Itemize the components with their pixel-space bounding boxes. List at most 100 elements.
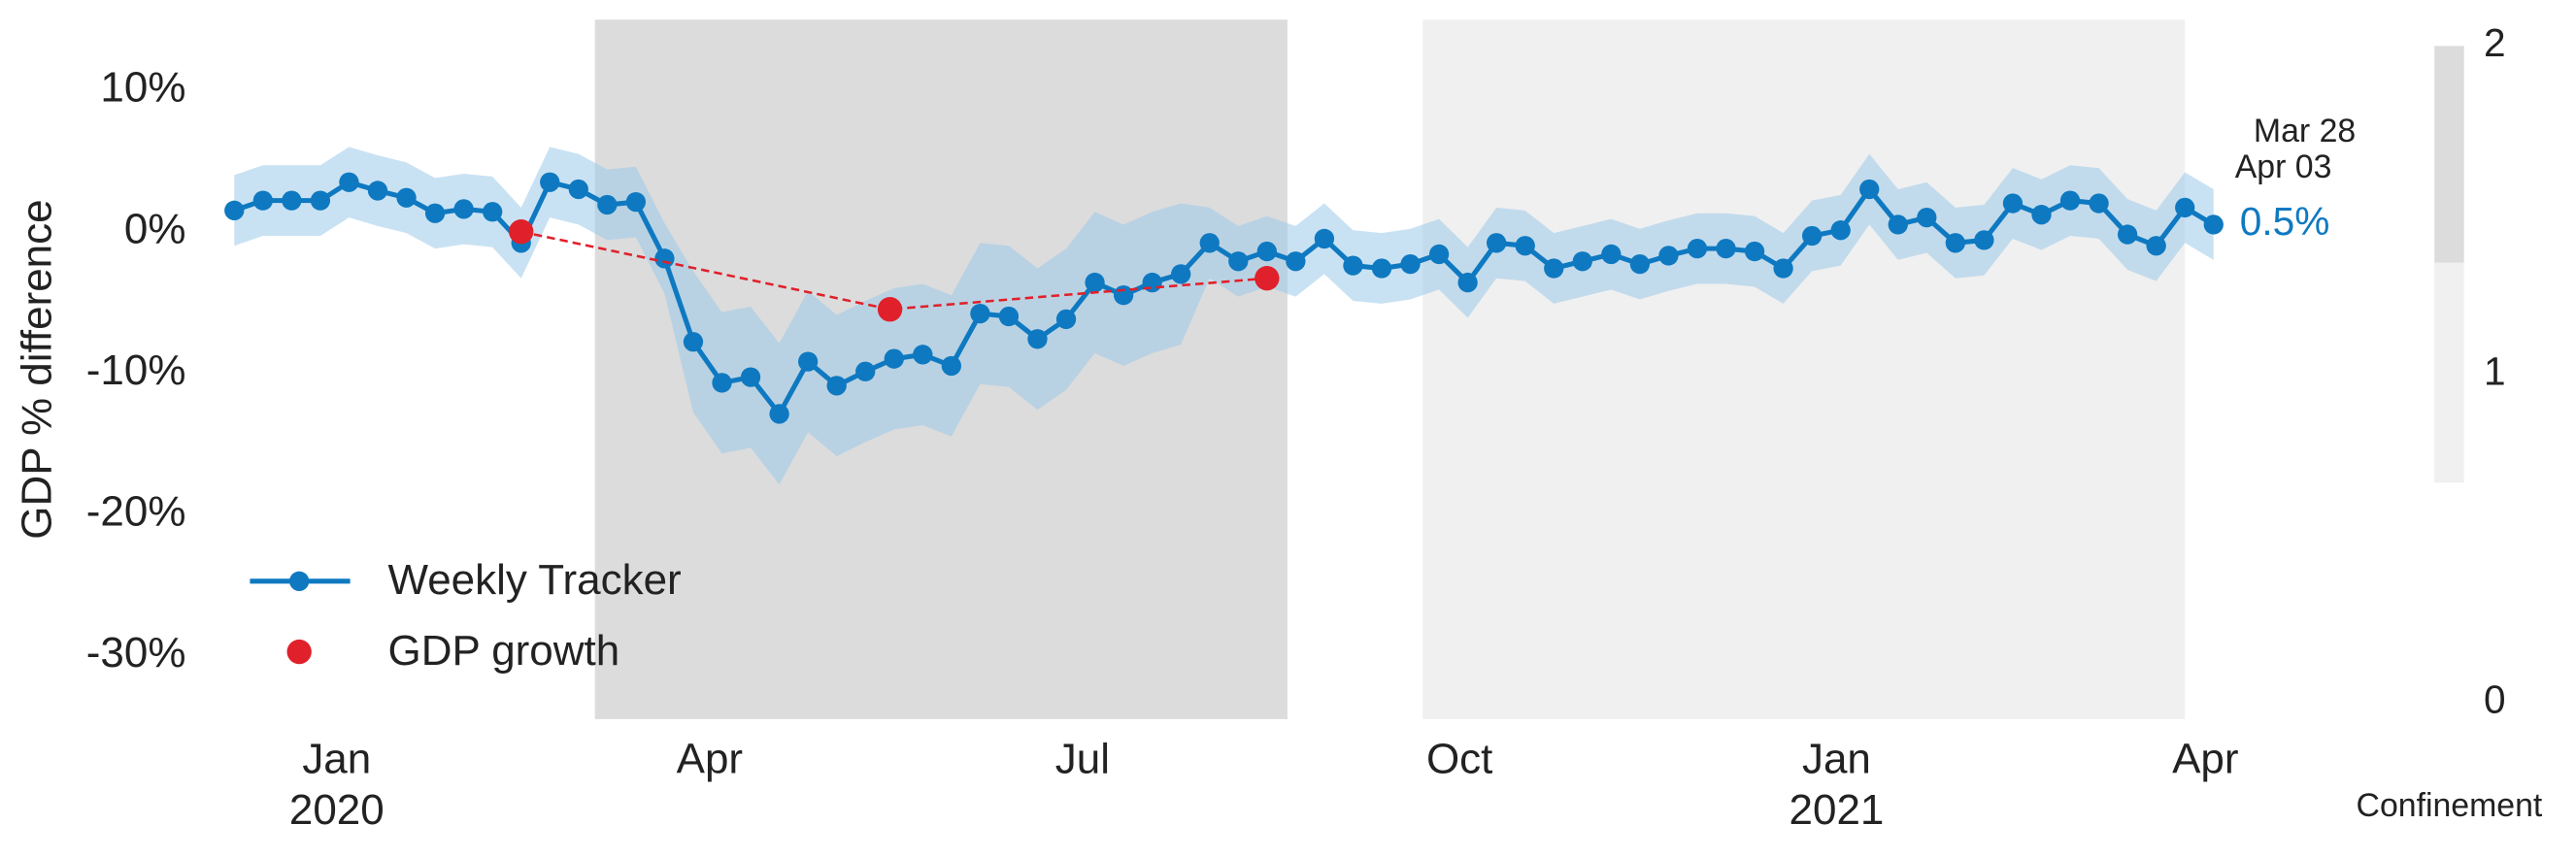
legend-marker xyxy=(289,571,310,591)
legend-label: GDP growth xyxy=(388,627,620,675)
tracker-point xyxy=(1716,238,1736,259)
tracker-point xyxy=(282,190,302,211)
tracker-point xyxy=(797,351,819,372)
tracker-point xyxy=(1343,255,1363,276)
x-tick-label: Apr xyxy=(2172,736,2238,783)
tracker-point xyxy=(453,199,474,219)
tracker-point xyxy=(2117,224,2138,245)
x-tick-label: Jan xyxy=(1802,736,1871,783)
tracker-point xyxy=(1773,258,1793,279)
tracker-point xyxy=(339,172,359,192)
x-tick-label: Jul xyxy=(1055,736,1110,783)
tracker-point xyxy=(1945,233,1966,253)
confidence-band xyxy=(234,147,2214,485)
colorbar-segment xyxy=(2434,46,2464,263)
tracker-point xyxy=(597,194,618,215)
colorbar-tick-label: 1 xyxy=(2484,348,2506,393)
tracker-point xyxy=(1544,258,1564,279)
x-tick-year: 2021 xyxy=(1790,786,1885,834)
tracker-point xyxy=(826,376,847,396)
tracker-point xyxy=(2203,214,2224,235)
tracker-point xyxy=(712,373,732,393)
tracker-point xyxy=(2002,193,2024,214)
gdp-point xyxy=(877,297,903,322)
tracker-point xyxy=(1515,236,1535,256)
tracker-point xyxy=(396,187,417,208)
gdp-line xyxy=(520,230,1267,312)
legend-marker xyxy=(286,639,312,665)
x-tick-label: Apr xyxy=(677,736,743,783)
tracker-point xyxy=(2031,205,2052,225)
tracker-point xyxy=(1687,238,1708,259)
tracker-point xyxy=(540,172,560,192)
x-tick-label: Jan xyxy=(302,736,371,783)
tracker-point xyxy=(2089,193,2109,214)
tracker-point xyxy=(2059,190,2081,211)
annotation: Mar 28 xyxy=(2254,113,2356,149)
tracker-point xyxy=(769,404,789,424)
tracker-point xyxy=(1228,251,1249,272)
tracker-point xyxy=(1027,329,1048,349)
confinement-period xyxy=(1422,19,2186,719)
tracker-point xyxy=(683,332,704,352)
tracker-point xyxy=(1974,230,1994,250)
y-tick-label: -10% xyxy=(86,346,186,394)
tracker-point xyxy=(1917,207,1937,228)
tracker-point xyxy=(224,200,245,220)
y-tick-label: 0% xyxy=(124,205,186,252)
y-tick-label: 10% xyxy=(100,64,185,112)
last-value-label: 0.5% xyxy=(2240,199,2330,244)
tracker-point xyxy=(2175,197,2195,218)
annotation: Apr 03 xyxy=(2235,148,2332,185)
tracker-point xyxy=(1400,253,1421,275)
tracker-point xyxy=(1859,179,1880,200)
tracker-point xyxy=(1457,272,1478,293)
y-axis-label: GDP % difference xyxy=(14,199,61,539)
tracker-point xyxy=(941,355,962,377)
tracker-point xyxy=(625,191,647,213)
tracker-point xyxy=(1199,233,1220,253)
tracker-point xyxy=(252,190,273,211)
colorbar-tick-label: 0 xyxy=(2484,677,2506,722)
tracker-point xyxy=(1744,241,1765,262)
tracker-point xyxy=(1428,244,1450,265)
tracker-point xyxy=(424,203,446,223)
tracker-point xyxy=(367,181,388,201)
tracker-point xyxy=(1487,233,1507,253)
tracker-point xyxy=(998,306,1020,327)
tracker-point xyxy=(2146,236,2166,256)
tracker-point xyxy=(568,179,588,200)
gdp-point xyxy=(509,218,534,245)
tracker-point xyxy=(1629,253,1651,275)
y-tick-label: -20% xyxy=(86,487,186,535)
tracker-point xyxy=(884,348,904,369)
gdp-point xyxy=(1255,266,1280,291)
tracker-line xyxy=(233,179,2216,419)
tracker-point xyxy=(1055,309,1077,330)
tracker-point xyxy=(970,303,990,324)
tracker-point xyxy=(1658,246,1679,266)
tracker-point xyxy=(1085,272,1105,293)
tracker-point xyxy=(1888,214,1908,235)
y-tick-label: -30% xyxy=(86,629,186,676)
tracker-point xyxy=(310,190,331,211)
tracker-point xyxy=(654,248,675,269)
tracker-point xyxy=(740,367,761,387)
tracker-point xyxy=(1171,264,1191,284)
tracker-point xyxy=(1830,220,1851,241)
colorbar-tick-label: 2 xyxy=(2484,20,2506,65)
tracker-point xyxy=(1256,241,1277,262)
tracker-point xyxy=(483,202,503,222)
x-tick-year: 2020 xyxy=(289,786,385,834)
tracker-point xyxy=(1572,251,1592,272)
tracker-point xyxy=(1314,228,1335,249)
colorbar-segment xyxy=(2434,262,2464,483)
tracker-point xyxy=(1286,251,1306,272)
colorbar-label: Confinement xyxy=(2357,787,2543,824)
legend-label: Weekly Tracker xyxy=(388,556,682,604)
x-tick-label: Oct xyxy=(1426,736,1492,783)
tracker-point xyxy=(1371,258,1392,279)
tracker-point xyxy=(1601,244,1622,265)
